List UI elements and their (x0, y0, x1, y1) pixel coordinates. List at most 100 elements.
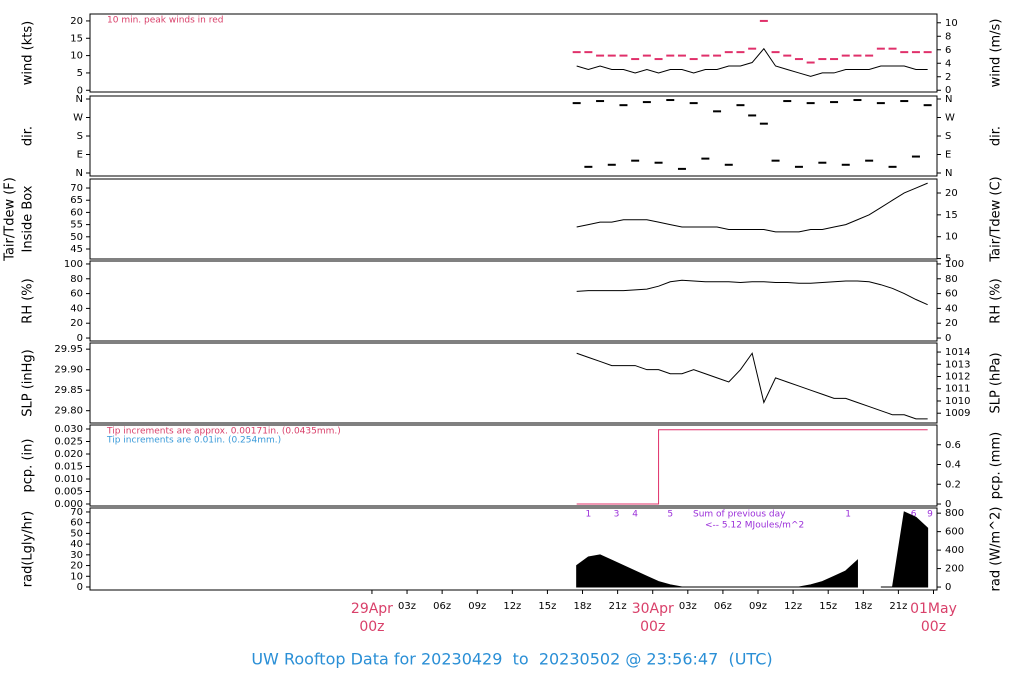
y2-tick-label: W (945, 113, 955, 124)
data-area (576, 554, 858, 588)
x-day-label: 30Apr (632, 601, 674, 617)
y2-tick-label: 1014 (945, 347, 970, 358)
annotation: 1 (586, 510, 592, 520)
y-tick-label: 0.030 (54, 424, 83, 435)
y2-tick-label: 600 (945, 527, 964, 538)
annotation: 3 (614, 510, 620, 520)
y-tick-label: 0.020 (54, 449, 83, 460)
y2-tick-label: 1009 (945, 408, 970, 419)
y2-axis-label: pcp. (mm) (989, 432, 1004, 499)
note: <-- 5.12 MJoules/m^2 (705, 521, 804, 531)
y-tick-label: 29.85 (54, 385, 83, 396)
y2-tick-label: 0.4 (945, 460, 961, 471)
annotation: 9 (927, 510, 933, 520)
y2-tick-label: 20 (945, 188, 958, 199)
y-tick-label: 29.90 (54, 365, 83, 376)
y2-tick-label: 2 (945, 72, 951, 83)
annotation: Tip increments are 0.01in. (0.254mm.) (106, 436, 281, 446)
annotation: 5 (667, 510, 673, 520)
panel-frame (89, 260, 938, 342)
data-line (576, 47, 928, 77)
data-area (880, 511, 929, 588)
data-line (576, 352, 928, 420)
y-tick-label: 55 (70, 220, 83, 231)
y-tick-label: 70 (70, 507, 83, 518)
y2-axis-label: rad (W/m^2) (989, 507, 1004, 592)
x-tick-label: 21z (889, 601, 907, 612)
y-tick-label: 0 (77, 333, 83, 344)
data-line (576, 279, 928, 306)
y-axis-label: SLP (inHg) (21, 349, 36, 417)
note: Sum of previous day (693, 510, 786, 520)
y-axis-label: Inside Box (21, 185, 36, 252)
y2-tick-label: 80 (945, 274, 958, 285)
x-tick-label: 09z (468, 601, 486, 612)
y-tick-label: 29.80 (54, 406, 83, 417)
x-tick-label: 03z (679, 601, 697, 612)
y-tick-label: 50 (70, 528, 83, 539)
y-tick-label: 50 (70, 232, 83, 243)
y2-tick-label: 15 (945, 210, 958, 221)
y2-tick-label: 100 (945, 259, 964, 270)
y2-axis-label: SLP (hPa) (989, 352, 1004, 413)
y-tick-label: 20 (70, 318, 83, 329)
x-tick-label: 21z (609, 601, 627, 612)
y2-tick-label: 1012 (945, 372, 970, 383)
y2-tick-label: 0.2 (945, 479, 961, 490)
y-tick-label: 15 (70, 33, 83, 44)
panel-frame (89, 342, 938, 424)
y-tick-label: 5 (77, 68, 83, 79)
y-tick-label: 30 (70, 550, 83, 561)
data-line (576, 182, 928, 233)
panel-frame (89, 13, 938, 93)
y-tick-label: 0.000 (54, 499, 83, 510)
y2-tick-label: 20 (945, 318, 958, 329)
y-tick-label: 0.005 (54, 487, 83, 498)
y2-tick-label: 0 (945, 582, 951, 593)
y-tick-label: 80 (70, 274, 83, 285)
y-axis-label: pcp. (in) (21, 439, 36, 493)
panel-frame (89, 95, 938, 177)
y-tick-label: N (76, 94, 83, 105)
y-tick-label: W (73, 113, 83, 124)
panel-frame (89, 178, 938, 260)
y2-tick-label: 10 (945, 232, 958, 243)
y-tick-label: N (76, 168, 83, 179)
panel-frame (89, 507, 938, 591)
y2-tick-label: E (945, 149, 951, 160)
y-tick-label: 20 (70, 16, 83, 27)
y2-tick-label: 0 (945, 499, 951, 510)
data-line (576, 429, 928, 505)
y2-tick-label: 200 (945, 564, 964, 575)
y2-tick-label: 5 (945, 254, 951, 265)
y2-tick-label: 0 (945, 85, 951, 96)
y2-axis-label: dir. (989, 126, 1004, 146)
y2-axis-label: wind (m/s) (989, 19, 1004, 88)
y-tick-label: 0.015 (54, 462, 83, 473)
x-day-label: 29Apr (351, 601, 393, 617)
annotation: 10 min. peak winds in red (107, 16, 224, 26)
y-tick-label: 45 (70, 244, 83, 255)
y2-tick-label: 0 (945, 333, 951, 344)
x-tick-label: 12z (503, 601, 521, 612)
y2-tick-label: 1010 (945, 396, 970, 407)
y-tick-label: 65 (70, 195, 83, 206)
x-tick-label: 03z (398, 601, 416, 612)
y-tick-label: 0.025 (54, 437, 83, 448)
y2-tick-label: 800 (945, 508, 964, 519)
x-tick-label: 00z (359, 619, 384, 635)
x-tick-label: 06z (714, 601, 732, 612)
y-tick-label: 20 (70, 561, 83, 572)
y-axis-label: RH (%) (21, 278, 36, 323)
y-tick-label: 60 (70, 207, 83, 218)
y-axis-label: rad(Lgly/hr) (21, 511, 36, 587)
y-axis-label: wind (kts) (21, 21, 36, 85)
y-axis-label: Tair/Tdew (F) (3, 177, 18, 262)
y-tick-label: 10 (70, 571, 83, 582)
x-tick-label: 15z (538, 601, 556, 612)
x-tick-label: 12z (784, 601, 802, 612)
annotation: 1 (845, 510, 851, 520)
y2-axis-label: Tair/Tdew (C) (989, 176, 1004, 262)
y-tick-label: 0 (77, 582, 83, 593)
